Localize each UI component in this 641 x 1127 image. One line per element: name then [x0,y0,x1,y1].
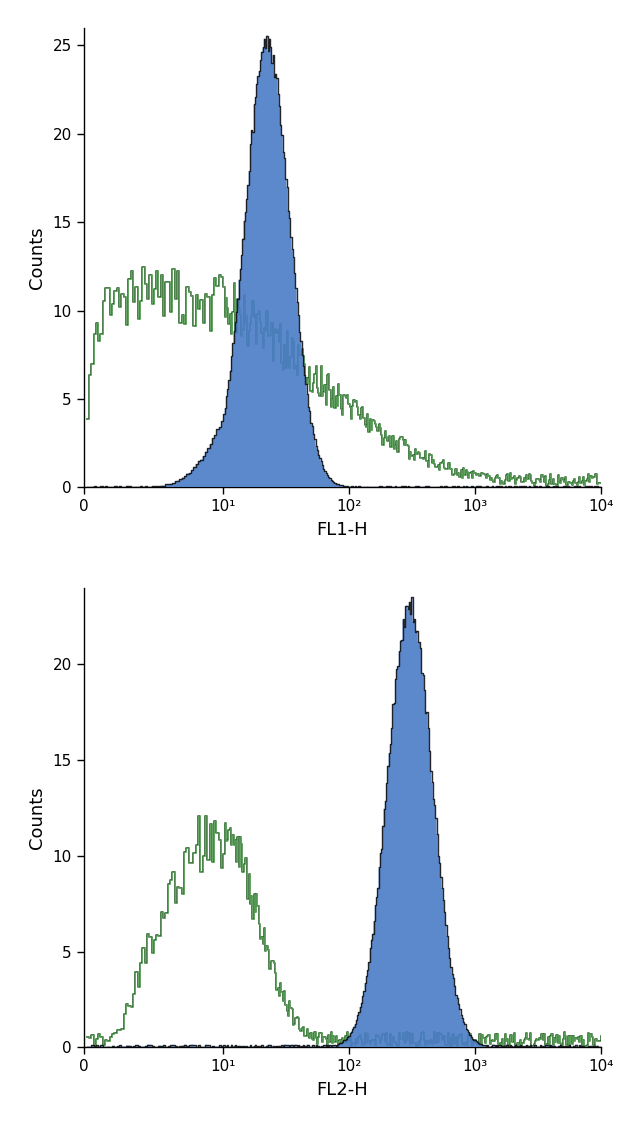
Y-axis label: Counts: Counts [28,227,46,289]
Y-axis label: Counts: Counts [28,787,46,849]
X-axis label: FL1-H: FL1-H [317,521,368,539]
X-axis label: FL2-H: FL2-H [316,1081,368,1099]
